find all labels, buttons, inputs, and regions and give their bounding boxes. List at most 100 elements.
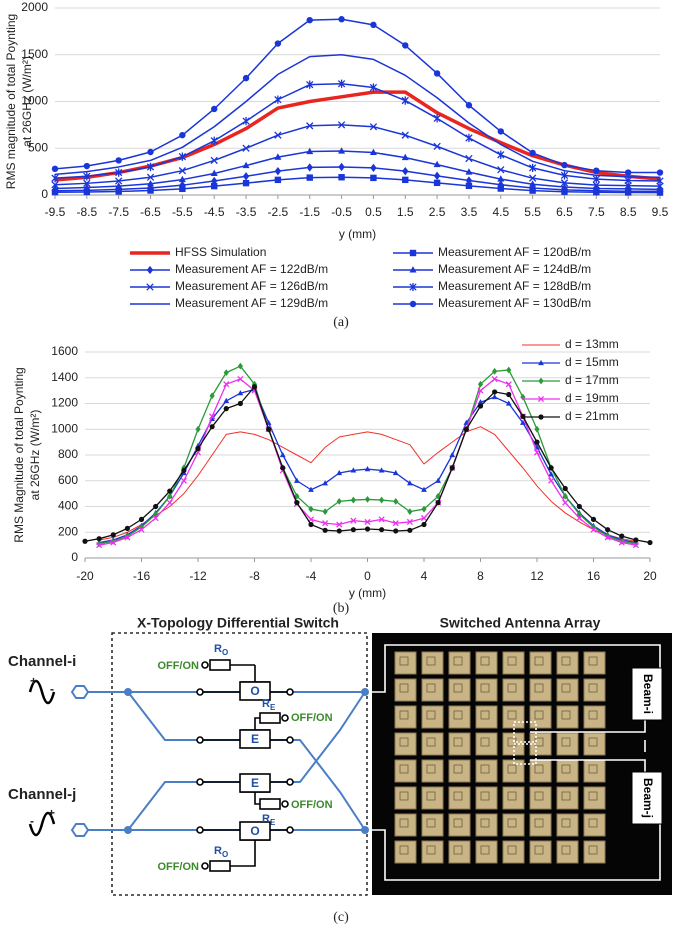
marker	[369, 83, 378, 92]
marker	[393, 497, 399, 505]
x-tick-label: -2.5	[268, 205, 289, 219]
control-label: OFF/ON	[157, 861, 199, 873]
marker	[491, 375, 498, 383]
marker	[274, 176, 282, 184]
antenna-cell	[421, 786, 444, 810]
marker	[401, 153, 409, 161]
marker	[178, 152, 187, 161]
marker	[96, 540, 102, 548]
y-tick-label: 400	[58, 499, 78, 513]
patch	[399, 737, 409, 747]
beam-label: Beam-i	[641, 674, 655, 714]
marker	[421, 521, 427, 528]
patch	[453, 683, 463, 693]
patch	[561, 818, 571, 828]
marker	[179, 131, 186, 139]
marker	[337, 79, 346, 88]
legend-label: d = 15mm	[565, 355, 619, 369]
marker	[592, 184, 600, 192]
patch	[507, 656, 517, 666]
antenna-cell	[394, 651, 417, 675]
antenna-cell	[583, 813, 606, 837]
patch	[426, 818, 436, 828]
marker	[338, 162, 345, 172]
marker	[401, 131, 409, 139]
legend-label: d = 21mm	[565, 409, 619, 423]
patch	[399, 818, 409, 828]
antenna-cell	[502, 813, 525, 837]
legend-label: Measurement AF = 124dB/m	[438, 262, 591, 276]
control-label: OFF/ON	[291, 799, 333, 811]
patch	[453, 791, 463, 801]
series-line	[54, 176, 661, 194]
marker	[401, 96, 409, 105]
y-axis-title: at 26GHz (W/m²)	[28, 410, 42, 501]
legend-marker	[537, 395, 545, 403]
antenna-cell	[583, 705, 606, 729]
y-tick-label: 0	[41, 187, 48, 201]
x-tick-label: -3.5	[236, 205, 257, 219]
switch-circuits	[196, 659, 294, 872]
marker	[529, 180, 537, 187]
x-tick-label: -8	[249, 569, 260, 583]
resistor-subscript: O	[222, 850, 228, 859]
patch	[399, 710, 409, 720]
antenna-cell	[556, 786, 579, 810]
antenna-cell	[448, 813, 471, 837]
junctions	[124, 688, 369, 834]
marker	[242, 179, 250, 187]
x-tick-label: -12	[189, 569, 207, 583]
marker	[433, 171, 441, 180]
antenna-cell	[394, 705, 417, 729]
marker	[528, 174, 537, 182]
marker	[370, 21, 377, 29]
antenna-cell	[475, 840, 498, 864]
antenna-cell	[556, 732, 579, 756]
antenna-cell	[583, 651, 606, 675]
marker	[548, 477, 555, 484]
antenna-cell	[556, 651, 579, 675]
antenna-cell	[529, 732, 552, 756]
patch	[480, 656, 490, 666]
patch	[480, 764, 490, 774]
antenna-cell	[421, 678, 444, 702]
patch	[399, 683, 409, 693]
marker	[465, 176, 473, 185]
antenna-cell	[421, 705, 444, 729]
antenna-cells	[394, 651, 606, 864]
antenna-cell	[556, 678, 579, 702]
marker	[242, 116, 250, 126]
antenna-cell	[502, 840, 525, 864]
x-tick-label: 16	[587, 569, 601, 583]
marker	[407, 527, 413, 533]
antenna-cell	[556, 813, 579, 837]
patch	[453, 737, 463, 747]
marker	[379, 496, 385, 504]
resistor-label: RE	[262, 698, 276, 712]
patch	[399, 845, 409, 855]
marker	[209, 392, 215, 400]
marker	[364, 526, 371, 532]
patch	[453, 818, 463, 828]
marker	[51, 181, 59, 189]
beam-box	[631, 771, 663, 825]
y-axis-title: RMS magnitude of total Poynting	[4, 14, 18, 189]
marker	[322, 480, 328, 486]
marker	[465, 154, 473, 163]
y-tick-label: 1000	[21, 94, 48, 108]
marker	[505, 381, 512, 388]
marker	[210, 156, 218, 165]
marker	[167, 488, 173, 494]
x-tick-label: 20	[643, 569, 657, 583]
marker	[407, 508, 413, 516]
patch	[480, 710, 490, 720]
marker	[274, 40, 282, 47]
marker	[378, 467, 385, 473]
legend-label: d = 19mm	[565, 391, 619, 405]
switch-label: O	[250, 684, 259, 698]
marker	[209, 413, 216, 420]
marker	[420, 515, 428, 522]
marker	[520, 419, 526, 425]
patch	[426, 656, 436, 666]
antenna-cell	[448, 651, 471, 675]
